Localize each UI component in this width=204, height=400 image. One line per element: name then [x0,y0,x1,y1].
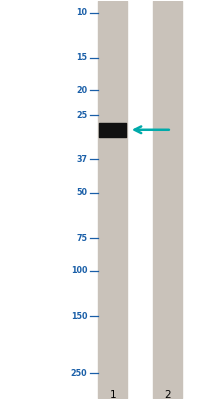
Text: 15: 15 [76,54,87,62]
Text: 25: 25 [76,111,87,120]
Text: 100: 100 [70,266,87,275]
Text: 75: 75 [76,234,87,243]
Text: 20: 20 [76,86,87,95]
Text: 250: 250 [70,369,87,378]
Text: 10: 10 [76,8,87,17]
Text: 50: 50 [76,188,87,198]
Text: 37: 37 [76,155,87,164]
Text: 2: 2 [164,390,170,400]
Text: 1: 1 [109,390,115,400]
Text: 150: 150 [70,312,87,321]
